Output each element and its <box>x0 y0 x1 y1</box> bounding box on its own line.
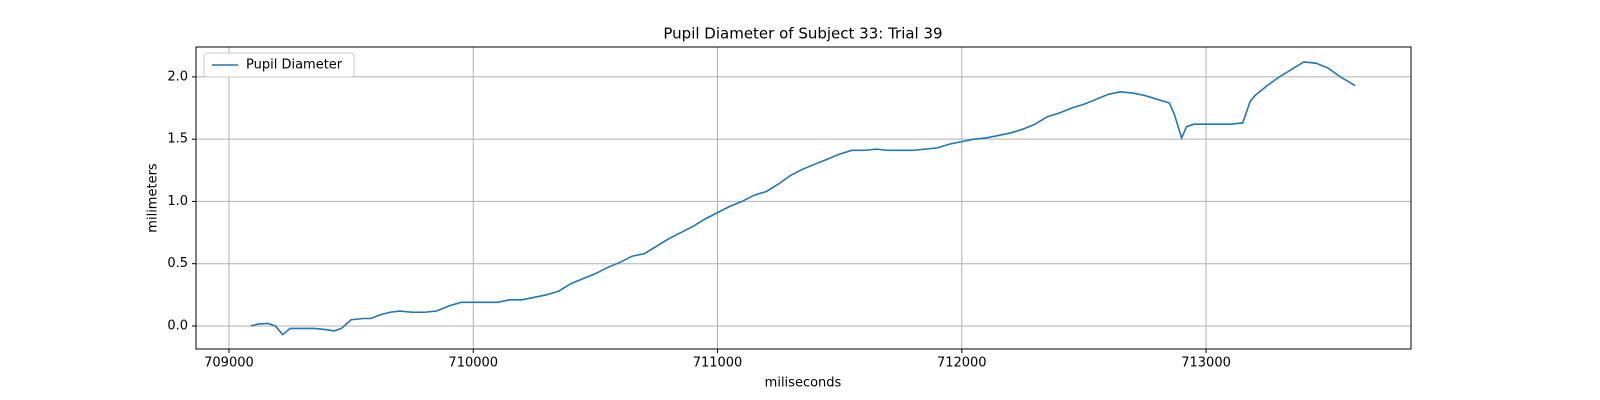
legend-box <box>203 52 355 78</box>
x-tick-label: 711000 <box>693 356 743 371</box>
y-tick-label: 0.5 <box>167 256 188 271</box>
y-tick-label: 2.0 <box>167 69 188 84</box>
plot-frame <box>195 46 1412 350</box>
y-tick-label: 0.0 <box>167 318 188 333</box>
data-line <box>250 61 1356 336</box>
x-tick-label: 713000 <box>1181 356 1231 371</box>
chart-title: Pupil Diameter of Subject 33: Trial 39 <box>663 25 942 43</box>
x-tick-label: 710000 <box>448 356 498 371</box>
x-tick-label: 709000 <box>204 356 254 371</box>
x-tick-label: 712000 <box>937 356 987 371</box>
x-axis-label: miliseconds <box>765 376 842 391</box>
y-axis-label: milimeters <box>146 163 161 233</box>
y-tick-label: 1.5 <box>167 132 188 147</box>
y-tick-label: 1.0 <box>167 194 188 209</box>
legend-label: Pupil Diameter <box>246 58 343 73</box>
